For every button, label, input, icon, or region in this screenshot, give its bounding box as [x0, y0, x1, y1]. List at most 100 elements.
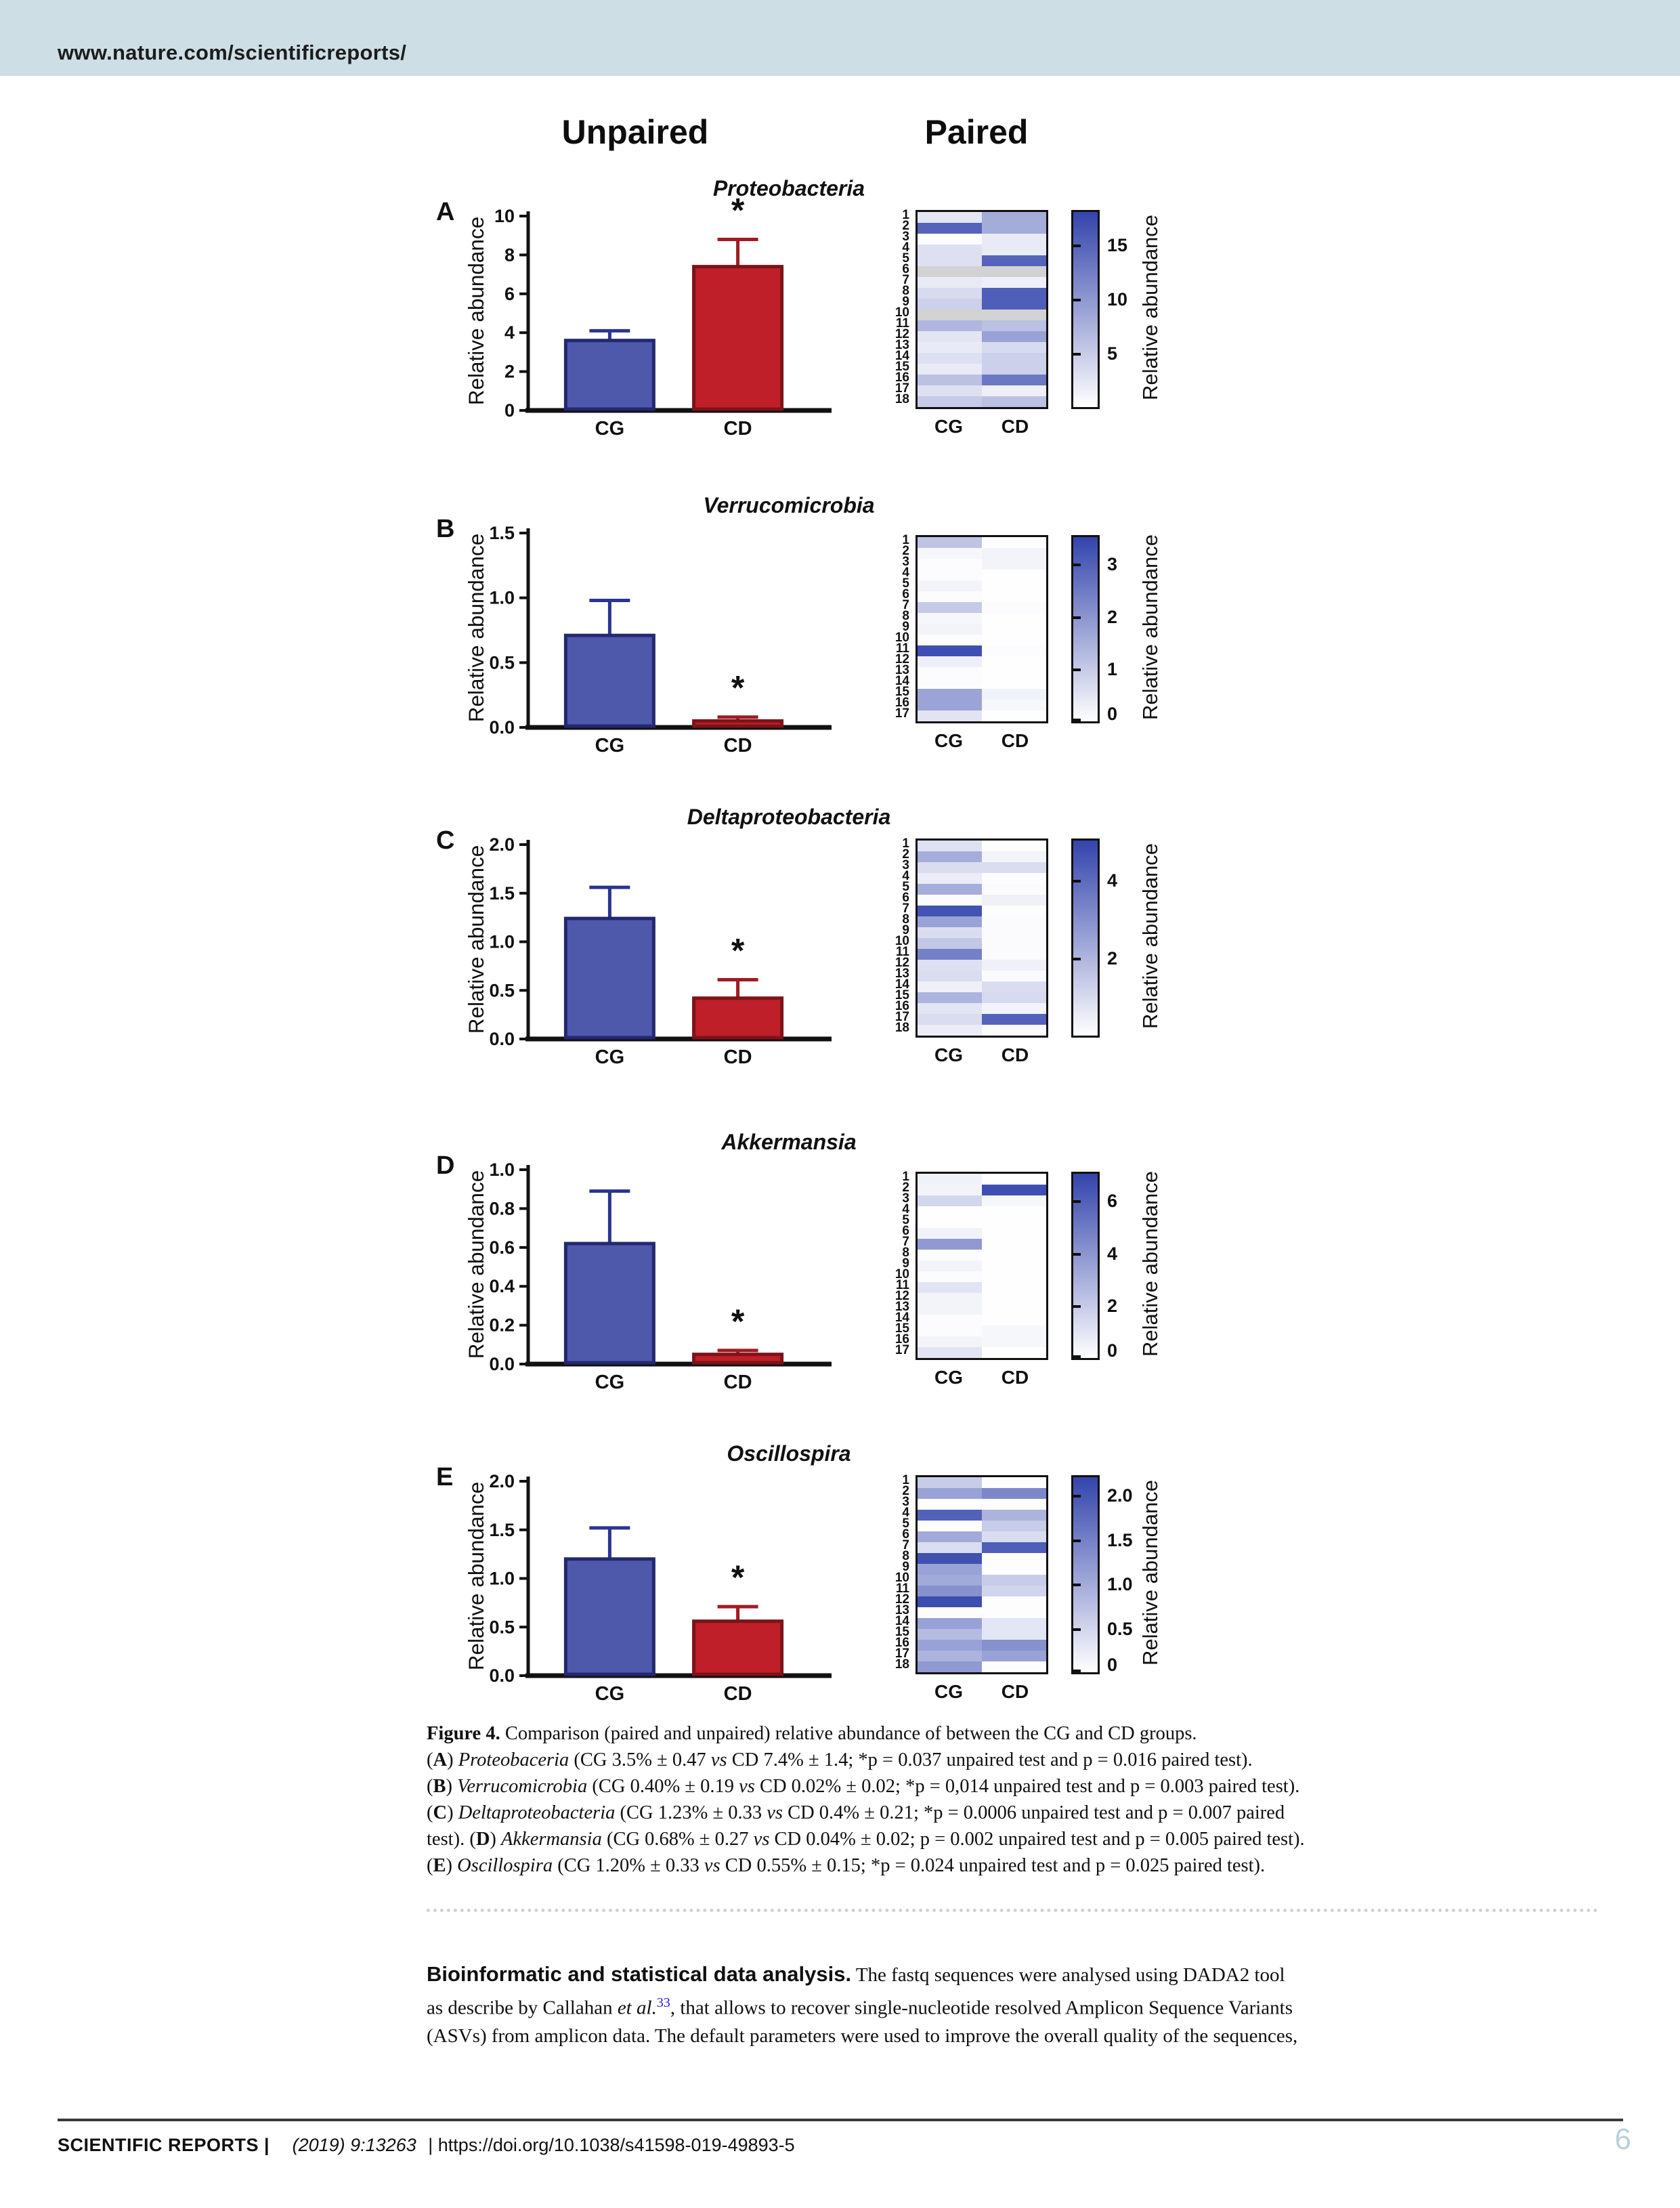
citation-ref[interactable]: 33 — [656, 1995, 670, 2010]
heatmap-row — [918, 385, 1046, 396]
heatmap-cell — [918, 212, 982, 223]
heatmap-cell — [918, 548, 982, 559]
heatmap-cell — [982, 353, 1046, 364]
heatmap-cell — [918, 299, 982, 310]
heatmap-row-label: 9 — [902, 295, 909, 309]
heatmap-column-labels: CG CD — [916, 1681, 1048, 1703]
heatmap-row — [918, 700, 1046, 710]
heatmap-cell — [982, 1521, 1046, 1531]
y-tick-label: 2 — [504, 362, 515, 382]
heatmap-row-label: 12 — [895, 1592, 909, 1607]
heatmap-cell — [982, 949, 1046, 960]
colorbar-tick-label: 6 — [1107, 1190, 1118, 1211]
heatmap-row-label: 3 — [902, 858, 909, 872]
heatmap-cell — [982, 1531, 1046, 1542]
colorbar-tick-label: 1.0 — [1107, 1574, 1133, 1595]
heatmap-row — [918, 537, 1046, 548]
heatmap-cell — [982, 862, 1046, 873]
heatmap-cell — [918, 1521, 982, 1531]
heatmap-cell — [982, 927, 1046, 938]
panel-letter: E — [436, 1463, 454, 1491]
heatmap-row-label: 9 — [902, 923, 909, 937]
colorbar: 0 0.5 1.0 1.5 2.0 — [1071, 1475, 1133, 1675]
heatmap-cell — [918, 1217, 982, 1228]
plain-text: CD 0.55% ± 0.15; *p = 0.024 unpaired tes… — [720, 1855, 1266, 1876]
colorbar-axis-label: Relative abundance — [1138, 534, 1162, 721]
heatmap-row — [918, 895, 1046, 906]
heatmap-row-label: 14 — [895, 977, 909, 992]
plain-text: test). ( — [427, 1829, 476, 1850]
y-axis-label: Relative abundance — [466, 1482, 488, 1670]
heatmap-cell — [918, 537, 982, 548]
heatmap-row — [918, 1607, 1046, 1618]
category-label: CG — [595, 1372, 625, 1393]
heatmap-row — [918, 548, 1046, 559]
plain-text: ) — [447, 1749, 458, 1770]
heatmap-cell — [982, 1228, 1046, 1239]
colorbar: 0 2 4 6 — [1071, 1172, 1117, 1361]
heatmap-cell — [982, 1510, 1046, 1521]
heatmap-cell — [918, 1260, 982, 1271]
doi-link[interactable]: | https://doi.org/10.1038/s41598-019-498… — [428, 2135, 795, 2155]
heatmap-row-label: 15 — [895, 1321, 909, 1336]
heatmap-column-label: CD — [1001, 1681, 1029, 1702]
colorbar-tick-label: 4 — [1107, 870, 1118, 891]
header-url: www.nature.com/scientificreports/ — [58, 41, 407, 64]
heatmap-row-labels: 1 2 3 4 5 6 7 8 9 10 11 12 13 14 15 16 17 18 — [884, 209, 913, 406]
heatmap-row-label: 11 — [895, 1278, 909, 1292]
heatmap-column-label: CD — [1001, 1367, 1029, 1388]
text-line: test). (D) Akkermansia (CG 0.68% ± 0.27 … — [427, 1826, 1608, 1852]
heatmap-cell — [918, 689, 982, 700]
heatmap-cell — [982, 700, 1046, 710]
colorbar-tick-label: 2 — [1107, 1296, 1118, 1317]
page-header: www.nature.com/scientificreports/ — [0, 0, 1680, 76]
heatmap-cell — [918, 1510, 982, 1521]
colorbar-tick — [1073, 616, 1081, 619]
heatmap-cell — [918, 1575, 982, 1586]
section-heading: Bioinformatic and statistical data analy… — [427, 1962, 852, 1986]
heatmap-row — [918, 1531, 1046, 1542]
heatmap-cell — [918, 992, 982, 1003]
heatmap-row-label: 9 — [902, 1256, 909, 1271]
heatmap-cell — [918, 320, 982, 331]
heatmap-cell — [918, 1564, 982, 1575]
heatmap-cell — [918, 1477, 982, 1488]
heatmap-row — [918, 1282, 1046, 1293]
footer-rule — [58, 2119, 1623, 2121]
heatmap-column-label: CG — [934, 1367, 963, 1388]
heatmap-cell — [982, 548, 1046, 559]
heatmap-row-label: 14 — [895, 1311, 909, 1325]
heatmap-cell — [918, 1271, 982, 1282]
plain-text: ) — [490, 1829, 502, 1850]
bar-CD — [692, 719, 784, 728]
heatmap-cell — [982, 1304, 1046, 1315]
heatmap-row-label: 11 — [895, 945, 909, 959]
heatmap-row — [918, 1336, 1046, 1347]
heatmap-cell — [918, 1542, 982, 1553]
bar-CG — [563, 1241, 655, 1365]
heatmap-row-label: 17 — [895, 1010, 909, 1024]
heatmap-row — [918, 1271, 1046, 1282]
heatmap-row-label: 9 — [902, 1560, 909, 1574]
bold-text: D — [475, 1829, 490, 1850]
figure-panel-A: A Proteobacteria 0 2 4 6 8 10 Relative abundance… — [427, 175, 1212, 490]
heatmap-cell — [918, 873, 982, 884]
heatmap-row-label: 12 — [895, 1289, 909, 1303]
plain-text: ( — [427, 1802, 433, 1823]
bold-text: Figure 4. — [427, 1723, 500, 1744]
heatmap-cell — [982, 1499, 1046, 1510]
heatmap-row-label: 14 — [895, 349, 909, 363]
colorbar-axis-label: Relative abundance — [1138, 1170, 1162, 1357]
heatmap-cell — [982, 310, 1046, 320]
colorbar-tick-label: 10 — [1107, 289, 1128, 310]
colorbar-tick — [1073, 563, 1081, 566]
heatmap-cell — [982, 288, 1046, 299]
italic-text: Oscillospira — [457, 1855, 553, 1876]
heatmap-cell — [982, 1325, 1046, 1336]
figure-panel-B: B Verrucomicrobia 0.0 0.5 1.0 1.5 Relative abu… — [427, 492, 1212, 807]
y-tick-label: 2.0 — [489, 834, 515, 855]
heatmap-cell — [982, 1575, 1046, 1586]
heatmap-cell — [982, 1217, 1046, 1228]
colorbar-tick-label: 1 — [1107, 659, 1118, 680]
